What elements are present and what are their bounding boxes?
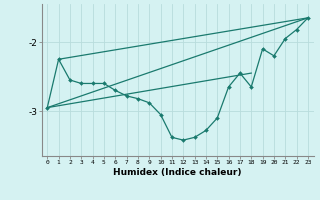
X-axis label: Humidex (Indice chaleur): Humidex (Indice chaleur) [113, 168, 242, 177]
